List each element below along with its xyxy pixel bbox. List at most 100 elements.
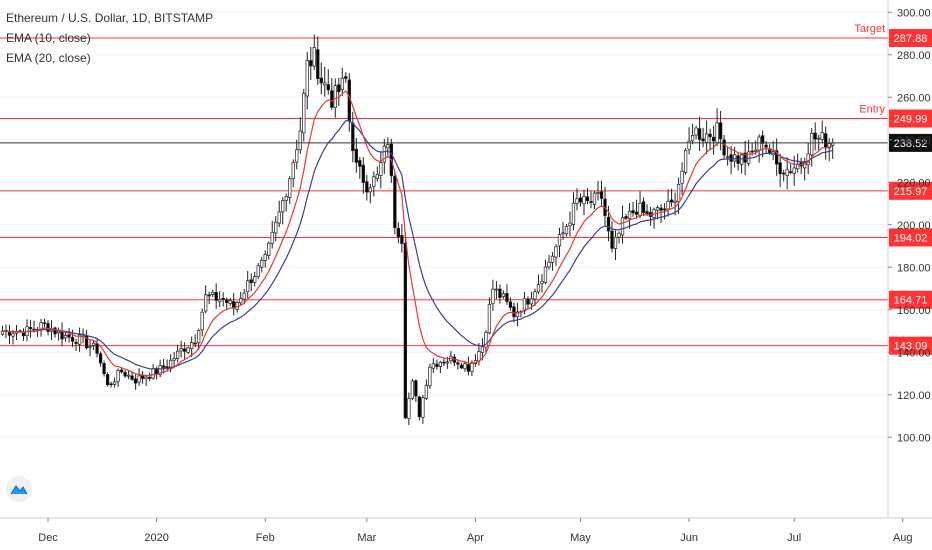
y-tick-label: 100.00 — [897, 432, 931, 444]
candle-down — [123, 372, 127, 377]
candle-down — [337, 84, 341, 93]
candle-down — [789, 171, 793, 173]
candle-up — [158, 365, 162, 376]
candle-down — [498, 288, 502, 298]
candle-up — [704, 133, 709, 143]
candle-down — [750, 150, 754, 153]
candle-up — [211, 291, 215, 295]
candle-up — [470, 362, 474, 372]
candle-down — [207, 294, 211, 297]
candle-up — [428, 366, 432, 387]
candle-down — [722, 139, 726, 156]
candle-up — [655, 207, 660, 211]
candle-down — [161, 365, 166, 368]
candle-up — [242, 292, 246, 300]
candle-down — [221, 298, 225, 300]
candle-down — [70, 336, 75, 342]
candle-up — [151, 368, 155, 379]
candle-down — [165, 366, 169, 369]
x-tick-label: Jul — [787, 532, 801, 544]
candle-up — [77, 334, 82, 345]
x-tick-label: Mar — [357, 532, 376, 544]
candle-up — [690, 135, 695, 142]
candle-up — [568, 222, 572, 227]
candle-up — [680, 170, 684, 184]
candle-down — [358, 160, 362, 167]
candle-up — [494, 288, 499, 291]
tradingview-logo-icon[interactable] — [6, 476, 32, 502]
level-label: 164.71 — [894, 295, 928, 307]
candle-down — [718, 122, 723, 140]
level-note: Entry — [859, 104, 885, 116]
candle-up — [792, 167, 796, 174]
chart-legend: Ethereum / U.S. Dollar, 1D, BITSTAMP EMA… — [6, 8, 213, 68]
level-label-box — [889, 181, 932, 200]
level-label-box — [889, 290, 932, 309]
candle-up — [676, 184, 681, 202]
candle-down — [624, 216, 628, 219]
candle-up — [827, 143, 831, 149]
candle-up — [725, 156, 730, 158]
candle-up — [63, 335, 68, 339]
candle-down — [95, 343, 99, 354]
candle-up — [186, 347, 190, 353]
candle-down — [396, 227, 400, 238]
candle-up — [638, 202, 642, 217]
candle-up — [796, 164, 800, 170]
candle-up — [11, 333, 15, 337]
candle-down — [775, 150, 779, 165]
candle-up — [673, 200, 677, 203]
level-label: 249.99 — [894, 114, 928, 126]
candle-down — [105, 374, 110, 386]
candle-up — [333, 85, 337, 108]
candle-up — [424, 385, 429, 399]
candle-up — [582, 196, 586, 205]
level-label-box — [889, 228, 932, 247]
candle-up — [522, 297, 527, 312]
candle-down — [354, 148, 358, 163]
candle-up — [246, 280, 250, 293]
candle-up — [126, 374, 131, 377]
candle-down — [109, 383, 113, 386]
candle-up — [536, 284, 541, 293]
candle-up — [463, 363, 467, 370]
candle-down — [589, 201, 593, 203]
level-label-box — [889, 109, 932, 128]
candle-up — [379, 162, 383, 176]
candle-down — [319, 77, 323, 84]
candle-up — [375, 174, 379, 179]
candle-up — [168, 359, 173, 368]
candle-up — [683, 150, 688, 173]
candle-up — [176, 350, 180, 359]
y-tick-label: 160.00 — [897, 305, 931, 317]
candle-down — [414, 380, 418, 397]
candle-up — [382, 145, 386, 163]
y-tick-label: 260.00 — [897, 92, 931, 104]
candle-down — [512, 306, 516, 318]
y-tick-label: 180.00 — [897, 262, 931, 274]
candle-up — [116, 370, 120, 382]
candle-up — [372, 176, 376, 187]
candle-up — [281, 200, 285, 213]
candle-down — [403, 243, 407, 419]
candle-down — [393, 175, 397, 228]
candle-up — [253, 276, 257, 283]
candle-down — [442, 361, 446, 364]
candle-up — [305, 60, 309, 97]
candle-down — [249, 279, 253, 284]
candle-up — [204, 294, 208, 312]
candle-down — [645, 211, 649, 215]
candle-down — [46, 323, 50, 332]
candle-up — [410, 380, 415, 399]
candle-down — [599, 191, 604, 199]
candle-down — [214, 292, 218, 301]
level-label-box — [889, 29, 932, 48]
candle-up — [753, 149, 758, 152]
candle-up — [298, 130, 302, 151]
candle-up — [564, 226, 569, 235]
candle-up — [803, 162, 807, 169]
candle-up — [666, 200, 670, 210]
candle-up — [687, 140, 691, 150]
candle-up — [501, 293, 506, 297]
candle-up — [484, 331, 488, 348]
